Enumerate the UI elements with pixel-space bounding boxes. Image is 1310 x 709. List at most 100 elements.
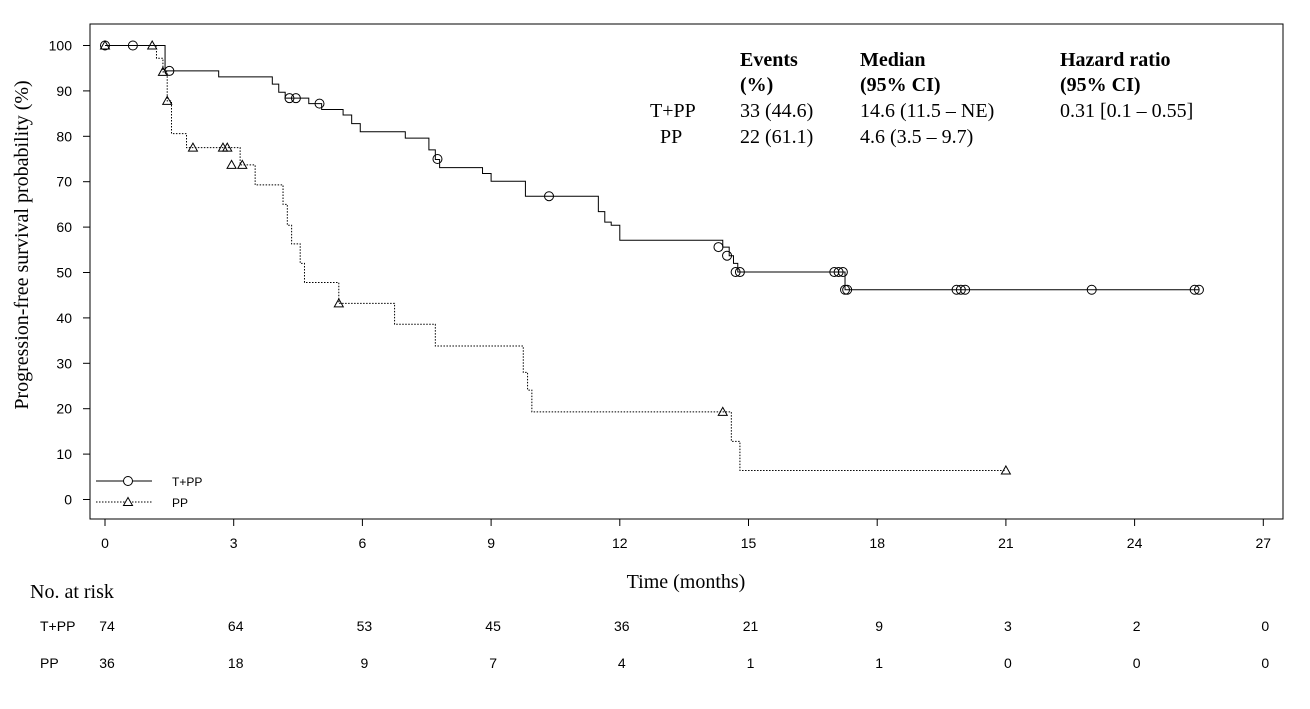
y-tick-label: 60: [56, 219, 72, 235]
censor-marker-pp: [146, 39, 158, 50]
censor-marker-t-pp: [842, 284, 853, 295]
y-tick-label: 70: [56, 174, 72, 190]
y-tick-label: 80: [56, 128, 72, 144]
censor-marker-t-pp: [314, 98, 325, 109]
censor-marker-t-pp: [837, 267, 848, 278]
series-t-pp: [100, 40, 1204, 295]
annot-events-pp: 22 (61.1): [740, 126, 813, 148]
censor-marker-t-pp: [713, 242, 724, 253]
legend-label-pp: PP: [172, 496, 188, 510]
y-tick-label: 30: [56, 355, 72, 371]
y-tick-label: 100: [49, 38, 73, 54]
legend-marker-pp: [122, 496, 134, 506]
risk-count: 21: [743, 618, 759, 634]
censor-marker-pp: [717, 406, 729, 416]
risk-table: No. at risk T+PP PP 74 64 53 45 36 21 9 3 2 036 18…: [30, 581, 1269, 671]
series-pp: [99, 39, 1012, 475]
plot-frame: [89, 23, 1284, 520]
x-axis-label: Time (months): [627, 571, 746, 593]
annot-median-tpp: 14.6 (11.5 – NE): [860, 100, 994, 122]
risk-count: 45: [485, 618, 501, 634]
y-tick-label: 40: [56, 310, 72, 326]
censor-marker-t-pp: [544, 191, 555, 202]
header-hazard: Hazard ratio: [1060, 49, 1171, 71]
censor-marker-t-pp: [730, 267, 741, 278]
censor-marker-pp: [236, 159, 248, 169]
risk-count: 0: [1261, 655, 1269, 671]
censor-marker-pp: [161, 95, 173, 105]
censor-marker-pp: [226, 159, 237, 169]
annotation-table: Events (%) Median (95% CI) Hazard ratio …: [650, 49, 1193, 148]
header-events-sub: (%): [740, 74, 773, 96]
x-tick-label: 0: [101, 535, 109, 551]
risk-group-pp: PP: [40, 655, 59, 671]
series-line-pp: [105, 45, 1006, 471]
legend: T+PP PP: [96, 475, 202, 510]
risk-counts: 74 64 53 45 36 21 9 3 2 036 18 9 7 4 1 1 0 0 0: [99, 618, 1269, 671]
y-tick-label: 50: [56, 265, 72, 281]
risk-count: 9: [875, 618, 883, 634]
risk-count: 4: [618, 655, 626, 671]
risk-count: 0: [1133, 655, 1141, 671]
legend-marker-tpp: [123, 476, 133, 486]
risk-count: 0: [1261, 618, 1269, 634]
risk-count: 1: [747, 655, 755, 671]
censor-marker-pp: [99, 39, 111, 50]
x-tick-label: 27: [1256, 535, 1272, 551]
x-tick-label: 15: [741, 535, 757, 551]
y-tick-label: 10: [56, 446, 72, 462]
y-tick-label: 90: [56, 83, 72, 99]
risk-count: 7: [489, 655, 497, 671]
x-tick-label: 9: [487, 535, 495, 551]
censor-marker-pp: [187, 142, 199, 152]
censor-marker-pp: [1000, 464, 1012, 475]
x-axis: 0 3 6 9 12 15 18 21 24 27: [101, 519, 1271, 551]
risk-count: 64: [228, 618, 244, 634]
risk-count: 0: [1004, 655, 1012, 671]
header-events: Events: [740, 49, 798, 71]
censor-marker-pp: [333, 297, 345, 308]
series-layer: [99, 39, 1204, 475]
censor-marker-t-pp: [1189, 284, 1200, 295]
annot-group-tpp: T+PP: [650, 100, 696, 122]
annot-median-pp: 4.6 (3.5 – 9.7): [860, 126, 973, 148]
risk-count: 2: [1133, 618, 1141, 634]
y-axis-label: Progression-free survival probability (%…: [11, 80, 33, 409]
series-line-t-pp: [105, 45, 1199, 291]
x-tick-label: 12: [612, 535, 628, 551]
risk-table-title: No. at risk: [30, 581, 114, 603]
censor-marker-pp: [157, 66, 169, 76]
x-tick-label: 18: [869, 535, 885, 551]
x-tick-label: 24: [1127, 535, 1143, 551]
censor-marker-t-pp: [290, 93, 301, 104]
censor-marker-t-pp: [960, 284, 971, 295]
censor-marker-t-pp: [432, 154, 443, 164]
risk-count: 1: [875, 655, 883, 671]
censor-marker-t-pp: [284, 93, 295, 104]
header-median-sub: (95% CI): [860, 74, 941, 96]
risk-count: 53: [357, 618, 373, 634]
risk-count: 36: [614, 618, 630, 634]
annot-group-pp: PP: [660, 126, 682, 148]
censor-marker-t-pp: [1086, 284, 1097, 295]
y-tick-label: 0: [64, 492, 72, 508]
censor-marker-t-pp: [1193, 284, 1204, 295]
header-median: Median: [860, 49, 926, 71]
censor-marker-t-pp: [722, 250, 733, 261]
header-hazard-sub: (95% CI): [1060, 74, 1141, 96]
censor-marker-t-pp: [833, 267, 844, 278]
y-axis: 0 10 20 30 40 50 60 70 80 90 100: [49, 38, 90, 508]
censor-marker-t-pp: [734, 267, 745, 278]
risk-count: 9: [361, 655, 369, 671]
censor-marker-pp: [221, 142, 233, 152]
risk-group-tpp: T+PP: [40, 618, 75, 634]
annot-events-tpp: 33 (44.6): [740, 100, 813, 122]
risk-count: 74: [99, 618, 115, 634]
x-tick-label: 3: [230, 535, 238, 551]
annot-hr-tpp: 0.31 [0.1 – 0.55]: [1060, 100, 1193, 122]
y-tick-label: 20: [56, 401, 72, 417]
risk-count: 36: [99, 655, 115, 671]
x-tick-label: 21: [998, 535, 1014, 551]
censor-marker-t-pp: [127, 40, 138, 51]
